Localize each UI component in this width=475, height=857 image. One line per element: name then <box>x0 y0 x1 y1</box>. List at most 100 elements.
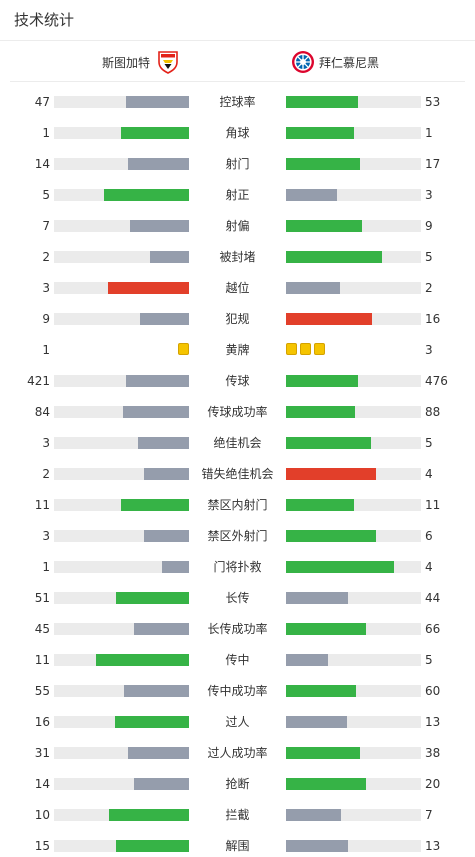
stat-row: 16 过人 13 <box>0 712 475 732</box>
away-stat-value: 44 <box>425 591 441 605</box>
home-stat-bar-fill <box>126 96 189 108</box>
away-stat-bar-fill <box>286 716 347 728</box>
stat-row: 11 传中 5 <box>0 650 475 670</box>
home-team[interactable]: 斯图加特 <box>102 49 180 75</box>
stat-label: 过人 <box>225 715 250 729</box>
home-stat-value: 10 <box>34 808 50 822</box>
stat-label: 禁区外射门 <box>207 529 268 543</box>
away-stat-value: 17 <box>425 157 441 171</box>
stat-row: 15 解围 13 <box>0 836 475 856</box>
teams-header: 斯图加特 拜仁慕尼黑 <box>10 41 465 82</box>
stat-row: 3 禁区外射门 6 <box>0 526 475 546</box>
home-stat-value: 84 <box>34 405 50 419</box>
away-stat-value: 4 <box>425 560 433 574</box>
home-stat-bar <box>54 468 189 480</box>
home-stat-value: 5 <box>42 188 50 202</box>
yellow-card-icon <box>178 343 189 355</box>
home-stat-bar-fill <box>115 716 189 728</box>
home-stat-value: 9 <box>42 312 50 326</box>
home-stat-value: 421 <box>27 374 50 388</box>
page-title: 技术统计 <box>0 0 475 41</box>
home-stat-bar-fill <box>116 840 189 852</box>
stat-row: 11 禁区内射门 11 <box>0 495 475 515</box>
home-stat-value: 3 <box>42 529 50 543</box>
away-stat-bar-fill <box>286 685 356 697</box>
home-stat-bar-fill <box>116 592 189 604</box>
away-stat-bar-fill <box>286 96 358 108</box>
away-stat-value: 6 <box>425 529 433 543</box>
stat-label: 黄牌 <box>225 343 250 357</box>
away-stat-value: 13 <box>425 839 441 853</box>
home-stat-bar-fill <box>140 313 189 325</box>
stuttgart-crest-icon <box>158 51 178 74</box>
home-stat-bar-fill <box>138 437 189 449</box>
home-stat-bar-fill <box>104 189 189 201</box>
away-stat-value: 66 <box>425 622 441 636</box>
stat-row: 1 黄牌 3 <box>0 340 475 360</box>
home-stat-value: 1 <box>42 560 50 574</box>
away-stat-bar <box>286 468 421 480</box>
home-stat-value: 3 <box>42 436 50 450</box>
stat-row: 1 角球 1 <box>0 123 475 143</box>
stat-row: 5 射正 3 <box>0 185 475 205</box>
stat-label: 过人成功率 <box>207 746 268 760</box>
away-stat-bar-fill <box>286 809 341 821</box>
home-stat-bar-fill <box>121 127 189 139</box>
home-stat-bar-fill <box>128 747 189 759</box>
stat-label: 错失绝佳机会 <box>201 467 274 481</box>
away-stat-bar <box>286 96 421 108</box>
away-stat-bar-fill <box>286 840 348 852</box>
stat-label: 角球 <box>225 126 250 140</box>
away-stat-bar-fill <box>286 220 362 232</box>
home-stat-bar <box>54 437 189 449</box>
yellow-card-icon <box>286 343 297 355</box>
away-stat-bar-fill <box>286 251 382 263</box>
away-stat-value: 20 <box>425 777 441 791</box>
away-team[interactable]: 拜仁慕尼黑 <box>291 49 379 75</box>
away-stat-bar <box>286 561 421 573</box>
stat-label: 传中 <box>225 653 250 667</box>
home-stat-bar <box>54 840 189 852</box>
away-stat-bar <box>286 809 421 821</box>
away-stat-bar <box>286 127 421 139</box>
home-stat-bar-fill <box>130 220 189 232</box>
stat-row: 31 过人成功率 38 <box>0 743 475 763</box>
home-stat-bar <box>54 623 189 635</box>
away-stat-bar-fill <box>286 530 376 542</box>
away-stat-value: 7 <box>425 808 433 822</box>
away-stat-bar-fill <box>286 406 355 418</box>
stat-row: 84 传球成功率 88 <box>0 402 475 422</box>
away-team-name: 拜仁慕尼黑 <box>319 55 380 70</box>
away-stat-value: 5 <box>425 436 433 450</box>
home-stat-value: 3 <box>42 281 50 295</box>
stat-row: 3 绝佳机会 5 <box>0 433 475 453</box>
away-stat-bar-fill <box>286 313 372 325</box>
home-stat-bar-fill <box>124 685 189 697</box>
home-stat-value: 47 <box>34 95 50 109</box>
home-stat-bar-fill <box>121 499 189 511</box>
away-stat-bar-fill <box>286 592 348 604</box>
home-stat-value: 45 <box>34 622 50 636</box>
home-stat-bar <box>54 716 189 728</box>
home-stat-bar-fill <box>123 406 189 418</box>
stat-label: 控球率 <box>219 95 256 109</box>
away-stat-bar-fill <box>286 561 394 573</box>
home-stat-value: 31 <box>34 746 50 760</box>
home-stat-bar <box>54 96 189 108</box>
stat-row: 45 长传成功率 66 <box>0 619 475 639</box>
home-stat-bar-fill <box>126 375 189 387</box>
stat-row: 47 控球率 53 <box>0 92 475 112</box>
home-stat-bar <box>54 809 189 821</box>
away-stat-value: 88 <box>425 405 441 419</box>
home-stat-value: 11 <box>34 498 50 512</box>
away-stat-value: 5 <box>425 653 433 667</box>
away-stat-value: 13 <box>425 715 441 729</box>
home-stat-bar-fill <box>144 530 189 542</box>
stat-label: 绝佳机会 <box>213 436 262 450</box>
home-stat-bar <box>54 220 189 232</box>
away-stat-value: 3 <box>425 188 433 202</box>
away-stat-bar <box>286 685 421 697</box>
home-stat-bar-fill <box>128 158 189 170</box>
stat-row: 3 越位 2 <box>0 278 475 298</box>
away-stat-bar <box>286 313 421 325</box>
